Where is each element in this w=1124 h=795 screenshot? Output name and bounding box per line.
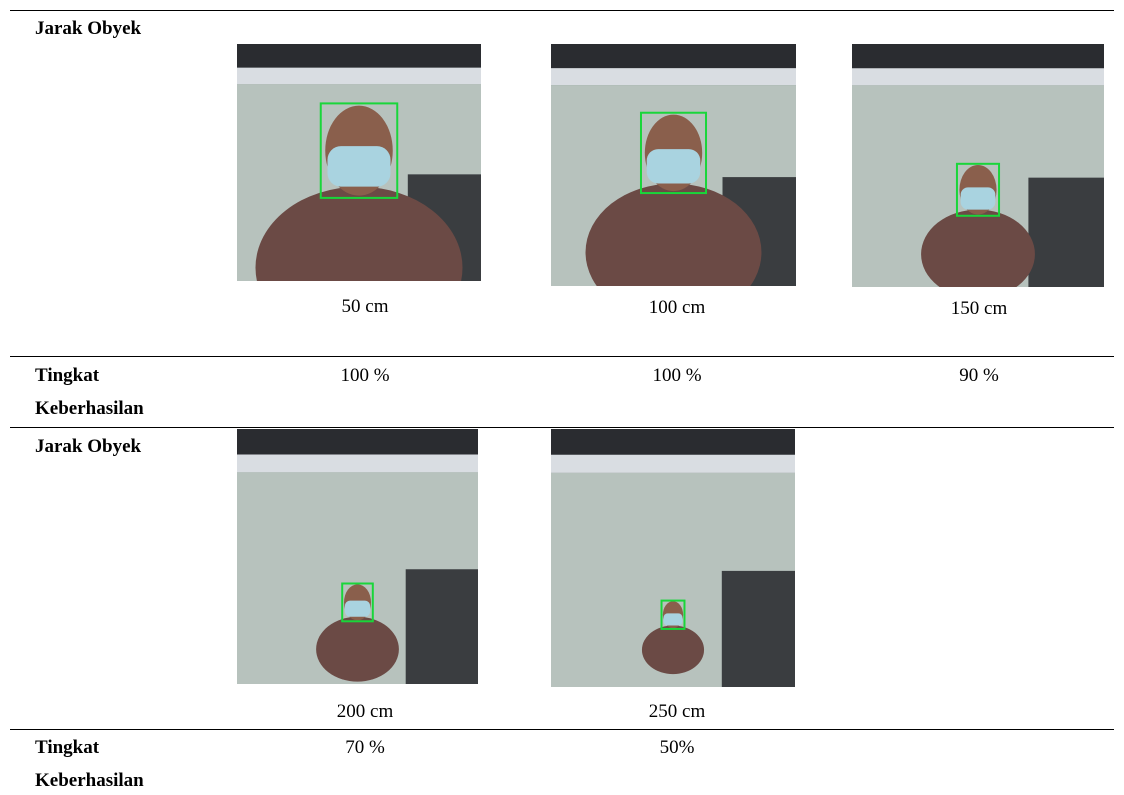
success-rate: 50% <box>577 737 777 759</box>
photo <box>237 44 481 281</box>
photo <box>551 44 796 286</box>
table-rule <box>10 356 1114 357</box>
distance: 250 cm <box>577 701 777 723</box>
row-label: Jarak Obyek <box>35 12 155 45</box>
table-rule <box>10 10 1114 11</box>
table-rule <box>10 729 1114 730</box>
distance: 200 cm <box>265 701 465 723</box>
success-rate: 90 % <box>879 365 1079 387</box>
success-rate: 100 % <box>577 365 777 387</box>
photo <box>551 429 795 687</box>
distance: 150 cm <box>879 298 1079 320</box>
success-rate: 100 % <box>265 365 465 387</box>
distance: 100 cm <box>577 297 777 319</box>
row-label: Jarak Obyek <box>35 430 155 463</box>
row-label: Tingkat Keberhasilan <box>35 359 155 425</box>
photo <box>852 44 1104 287</box>
distance: 50 cm <box>265 296 465 318</box>
table-rule <box>10 427 1114 428</box>
row-label: Tingkat Keberhasilan <box>35 731 155 795</box>
success-rate: 70 % <box>265 737 465 759</box>
document-page: Jarak Obyek Tingkat Keberhasilan Jarak O… <box>0 0 1124 795</box>
photo <box>237 429 478 684</box>
